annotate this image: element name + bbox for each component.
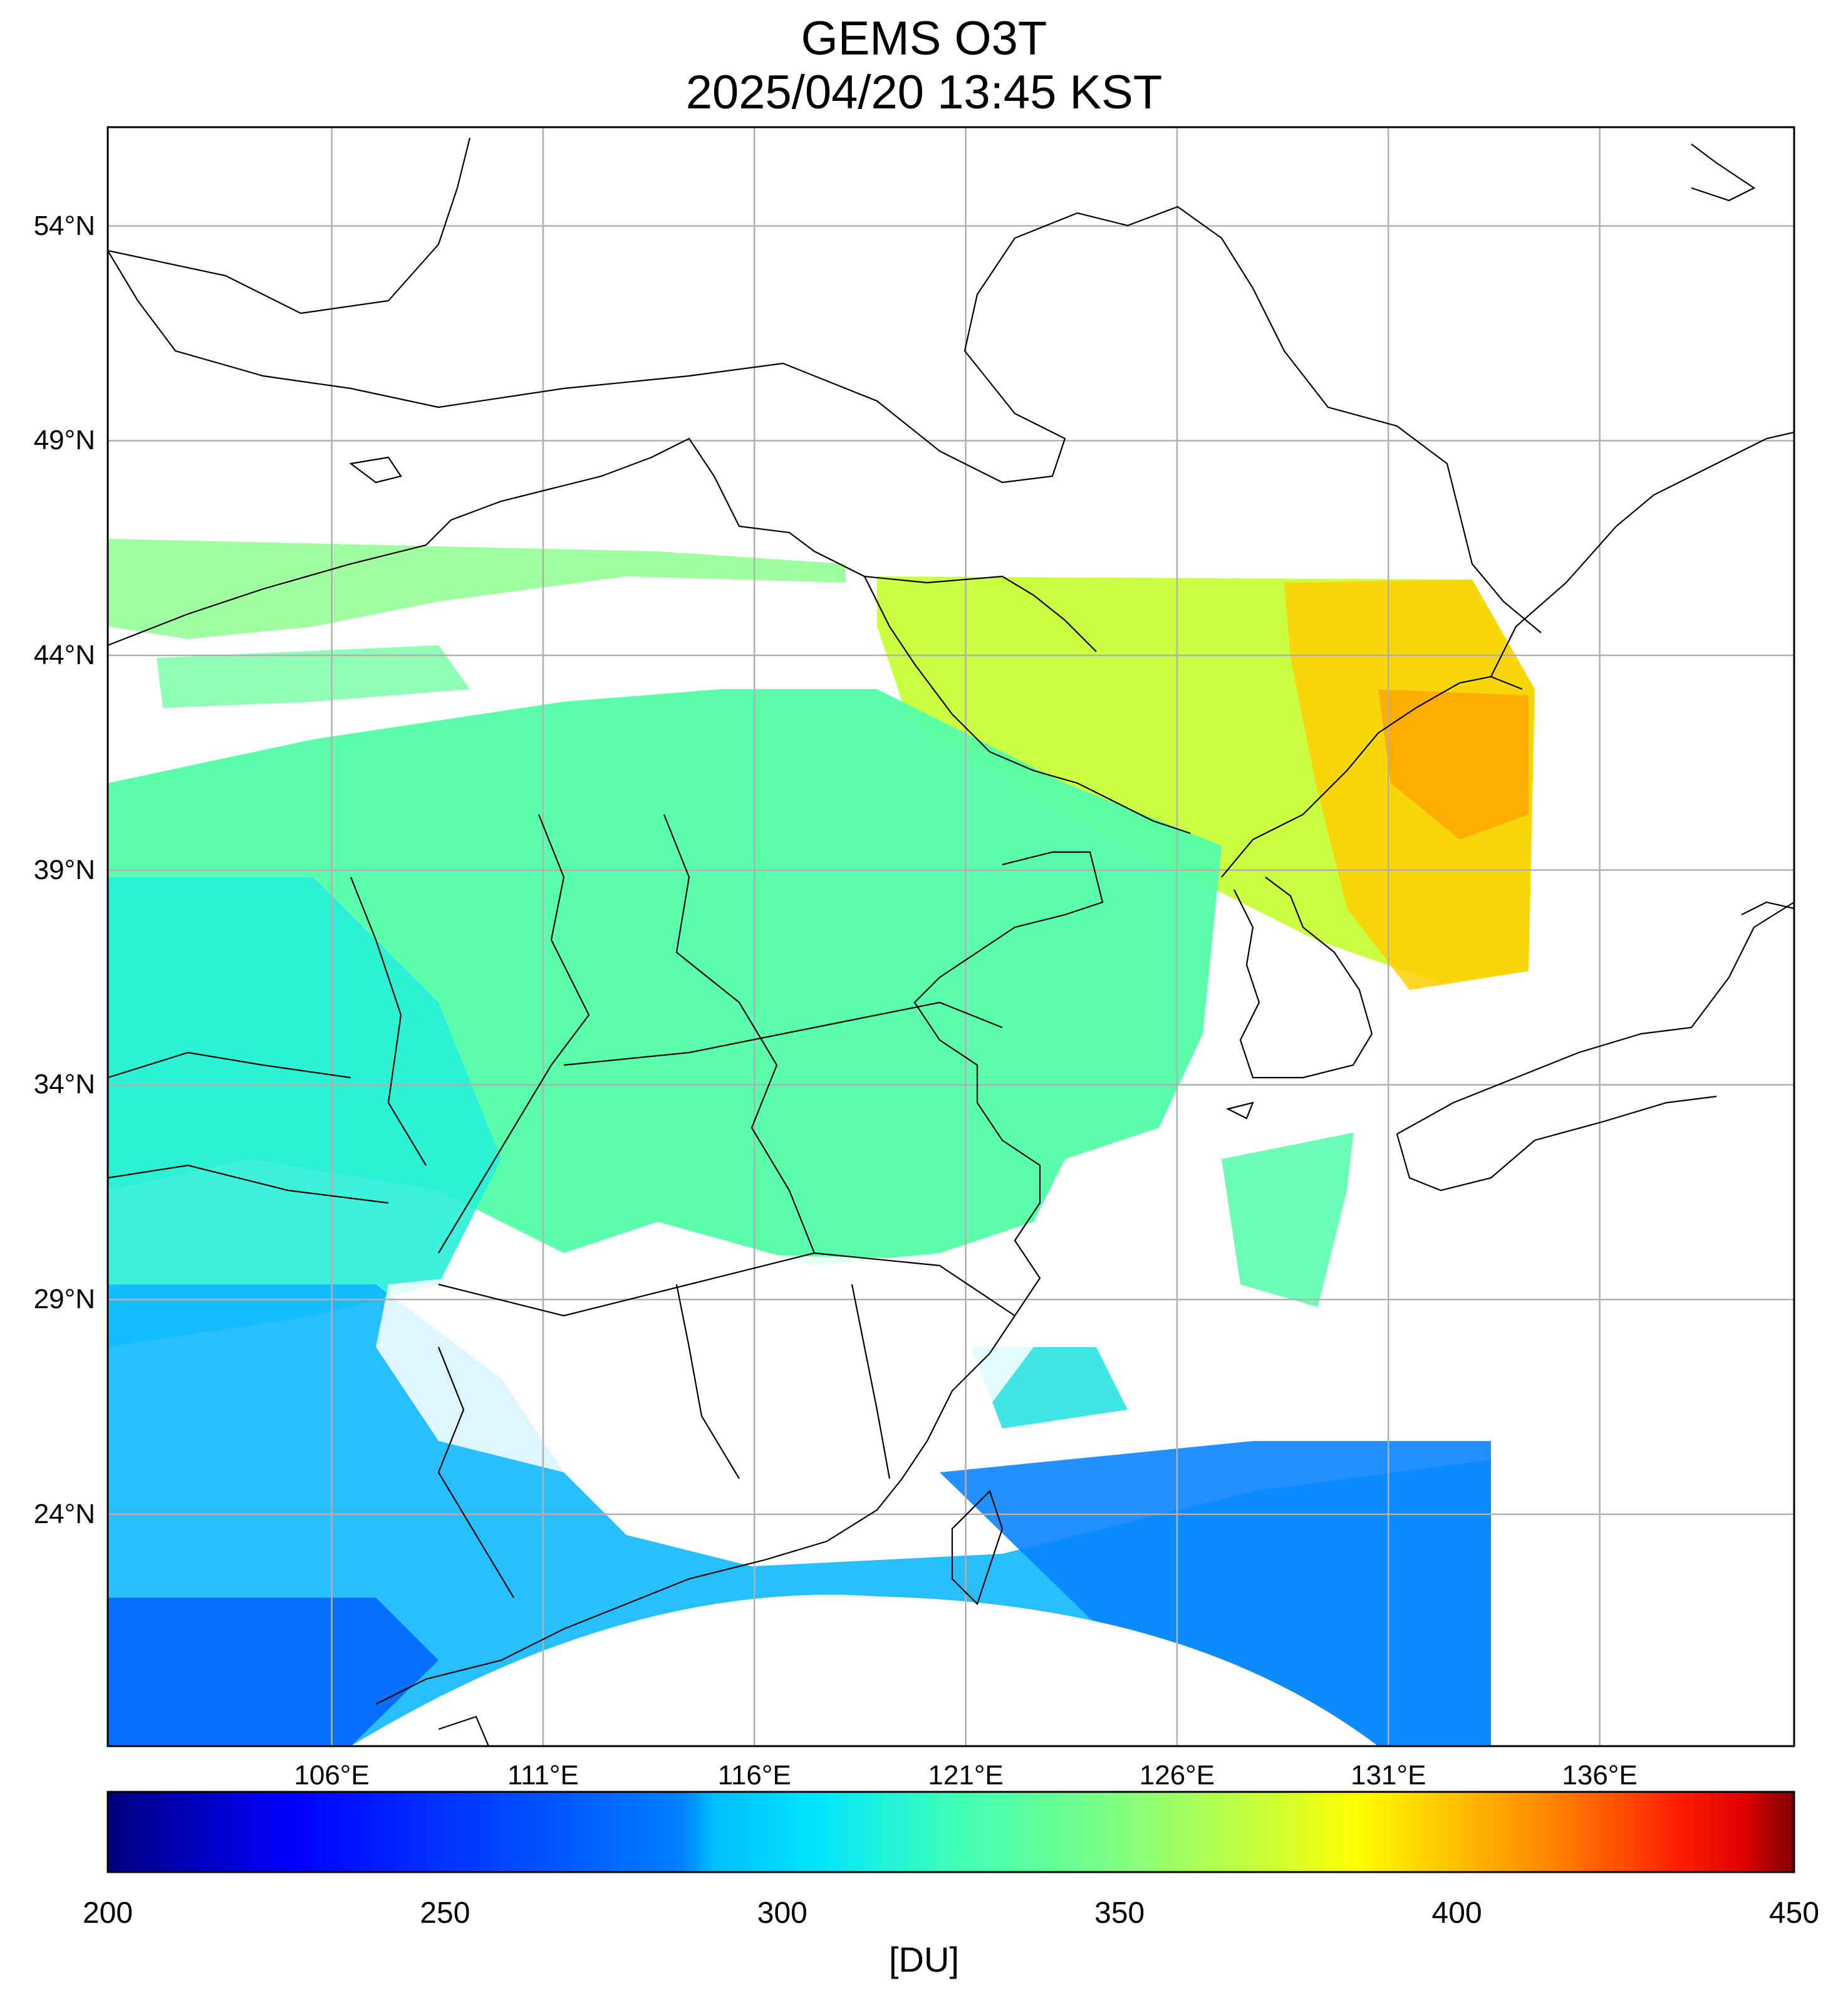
lat-tick-label: 24°N <box>33 1498 95 1529</box>
colorbar-tick-label: 400 <box>1431 1897 1482 1930</box>
lon-tick-label: 126°E <box>1139 1760 1215 1791</box>
lat-tick-label: 44°N <box>33 640 95 671</box>
coastline-korea <box>1233 877 1373 1079</box>
ozone-missing-japan <box>1316 952 1794 1746</box>
border-russia-far-east <box>1490 431 1794 677</box>
coastline-taiwan <box>951 1489 1004 1606</box>
lake-baikal-region <box>349 456 402 484</box>
ozone-swath-mongolia <box>108 539 846 639</box>
ozone-swath-south-ocean <box>940 1441 1491 1746</box>
coastline-jeju <box>1225 1101 1254 1120</box>
coastline-japan <box>1396 902 1794 1192</box>
title-product: GEMS O3T <box>801 12 1047 65</box>
border-china-north-internal <box>864 576 1191 835</box>
lon-tick-label: 131°E <box>1351 1760 1426 1791</box>
graticule <box>108 127 1794 1746</box>
colorbar-tick-label: 250 <box>420 1897 470 1930</box>
lon-tick-label: 136°E <box>1562 1760 1638 1791</box>
border-mongolia-russia <box>108 137 1542 633</box>
lat-tick-label: 49°N <box>33 425 95 456</box>
lon-tick-label: 121°E <box>928 1760 1004 1791</box>
lat-tick-label: 39°N <box>33 854 95 885</box>
colorbar-tick-label: 200 <box>82 1897 133 1930</box>
colorbar-tick-label: 350 <box>1094 1897 1145 1930</box>
border-china-korea <box>1221 675 1523 878</box>
ozone-swath-max <box>1378 689 1529 840</box>
ozone-missing-south-china <box>376 1253 1034 1491</box>
country-borders <box>108 137 1794 1746</box>
lat-tick-label: 29°N <box>33 1284 95 1315</box>
lon-tick-label: 116°E <box>717 1760 791 1791</box>
coastline-sakhalin-hokkaido <box>1691 143 1794 915</box>
coastline-hainan <box>438 1715 490 1746</box>
lon-tick-label: 106°E <box>294 1760 370 1791</box>
border-province-grid <box>108 814 1015 1598</box>
coastline-china-east <box>375 851 1104 1705</box>
map-frame <box>106 126 1795 1747</box>
lat-tick-label: 34°N <box>33 1069 95 1100</box>
title-datetime: 2025/04/20 13:45 KST <box>685 66 1163 119</box>
ozone-field <box>108 539 1794 1746</box>
ozone-orbit-gap <box>351 1595 1378 1746</box>
ozone-swath-bottom-left <box>108 1598 439 1746</box>
colorbar-units: [DU] <box>889 1940 959 1979</box>
ozone-swath-west <box>108 877 501 1347</box>
colorbar-tick-label: 300 <box>757 1897 807 1930</box>
border-china-mongolia <box>108 437 1097 652</box>
colorbar-tick-label: 450 <box>1768 1897 1820 1930</box>
ozone-swath-inner-mongolia <box>157 645 470 708</box>
lat-tick-label: 54°N <box>33 210 95 241</box>
colorbar <box>106 1791 1795 1873</box>
lon-tick-label: 111°E <box>507 1760 579 1791</box>
